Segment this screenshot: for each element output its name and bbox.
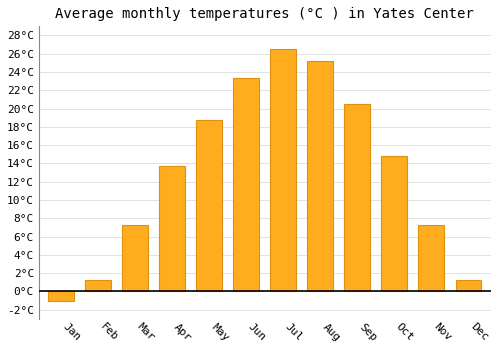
Bar (234, 78, 259, 292)
Bar (344, 104, 370, 292)
Bar (85, 280, 111, 292)
Title: Average monthly temperatures (°C ) in Yates Center: Average monthly temperatures (°C ) in Ya… (56, 7, 474, 21)
Bar (308, 61, 334, 292)
Bar (122, 225, 148, 292)
Bar (456, 280, 481, 292)
Bar (196, 120, 222, 292)
Bar (159, 166, 185, 292)
Bar (270, 49, 296, 292)
Bar (48, 292, 74, 301)
Bar (418, 225, 444, 292)
Bar (382, 156, 407, 292)
